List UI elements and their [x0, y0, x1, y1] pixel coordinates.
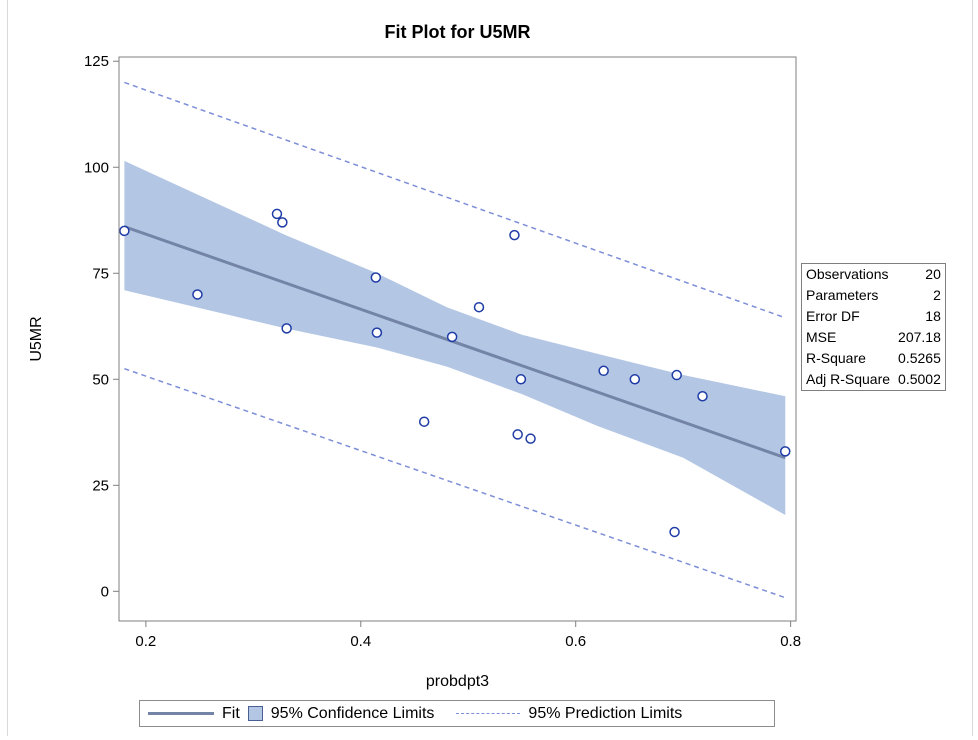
- x-tick-label: 0.8: [780, 633, 801, 650]
- data-point: [697, 390, 708, 402]
- stats-row: Observations 20: [802, 264, 946, 286]
- chart-title: Fit Plot for U5MR: [384, 22, 531, 42]
- legend-label-confidence: 95% Confidence Limits: [270, 704, 435, 722]
- y-tick-label: 75: [92, 265, 109, 282]
- data-point: [371, 327, 383, 338]
- y-tick-label: 125: [84, 53, 109, 70]
- legend: Fit 95% Confidence Limits 95% Prediction…: [139, 700, 775, 727]
- y-tick-label: 100: [84, 159, 109, 176]
- data-point: [512, 429, 523, 440]
- data-point: [671, 369, 682, 381]
- data-point: [525, 433, 536, 444]
- data-point: [281, 323, 292, 334]
- legend-label-prediction: 95% Prediction Limits: [528, 704, 683, 722]
- data-point: [509, 229, 520, 241]
- data-point: [370, 272, 382, 283]
- stats-value: 207.18: [898, 329, 941, 345]
- stats-row: Error DF 18: [802, 306, 946, 327]
- data-point: [271, 208, 283, 220]
- stats-value: 18: [925, 308, 941, 324]
- legend-item-confidence: 95% Confidence Limits: [247, 704, 435, 723]
- stats-value: 2: [933, 287, 941, 303]
- x-tick-label: 0.2: [135, 633, 156, 650]
- stats-label: MSE: [806, 329, 837, 345]
- data-point: [473, 301, 485, 313]
- y-tick-label: 0: [101, 583, 109, 600]
- x-tick-label: 0.4: [350, 633, 371, 650]
- stats-label: Parameters: [806, 287, 879, 303]
- plot-area-border: [118, 56, 797, 622]
- data-point: [669, 526, 680, 538]
- x-axis-label: probdpt3: [426, 673, 489, 690]
- stats-label: R-Square: [806, 350, 866, 366]
- stats-row: Adj R-Square 0.5002: [802, 369, 946, 391]
- data-point: [446, 331, 458, 343]
- y-axis-label: U5MR: [28, 316, 45, 361]
- stats-value: 0.5265: [898, 350, 941, 366]
- stats-value: 0.5002: [898, 371, 941, 387]
- fit-line: [123, 225, 786, 460]
- stats-label: Adj R-Square: [806, 371, 891, 387]
- stats-row: Parameters 2: [802, 285, 946, 306]
- stats-label: Observations: [806, 266, 889, 282]
- legend-label-fit: Fit: [222, 704, 240, 722]
- plot-frame: [7, 0, 973, 736]
- legend-item-fit: Fit: [148, 705, 240, 723]
- data-point: [192, 289, 203, 300]
- data-point: [277, 217, 288, 228]
- prediction-line-swatch: [456, 713, 521, 714]
- legend-item-prediction: 95% Prediction Limits: [442, 705, 682, 723]
- x-tick-label: 0.6: [565, 633, 586, 650]
- data-point: [119, 225, 130, 237]
- data-point: [780, 446, 791, 457]
- data-point: [629, 374, 641, 385]
- stats-row: R-Square 0.5265: [802, 348, 946, 369]
- stats-label: Error DF: [806, 308, 860, 324]
- data-point: [515, 374, 527, 385]
- confidence-band-swatch: [247, 706, 263, 721]
- y-tick-label: 25: [92, 477, 109, 494]
- data-point: [418, 416, 430, 427]
- fit-line-swatch: [148, 712, 214, 715]
- data-point: [598, 365, 609, 377]
- stats-row: MSE 207.18: [802, 327, 946, 348]
- fit-statistics-table: Observations 20 Parameters 2 Error DF 18 MSE 20…: [801, 263, 946, 391]
- stats-value: 20: [925, 266, 941, 282]
- y-tick-label: 50: [92, 371, 109, 388]
